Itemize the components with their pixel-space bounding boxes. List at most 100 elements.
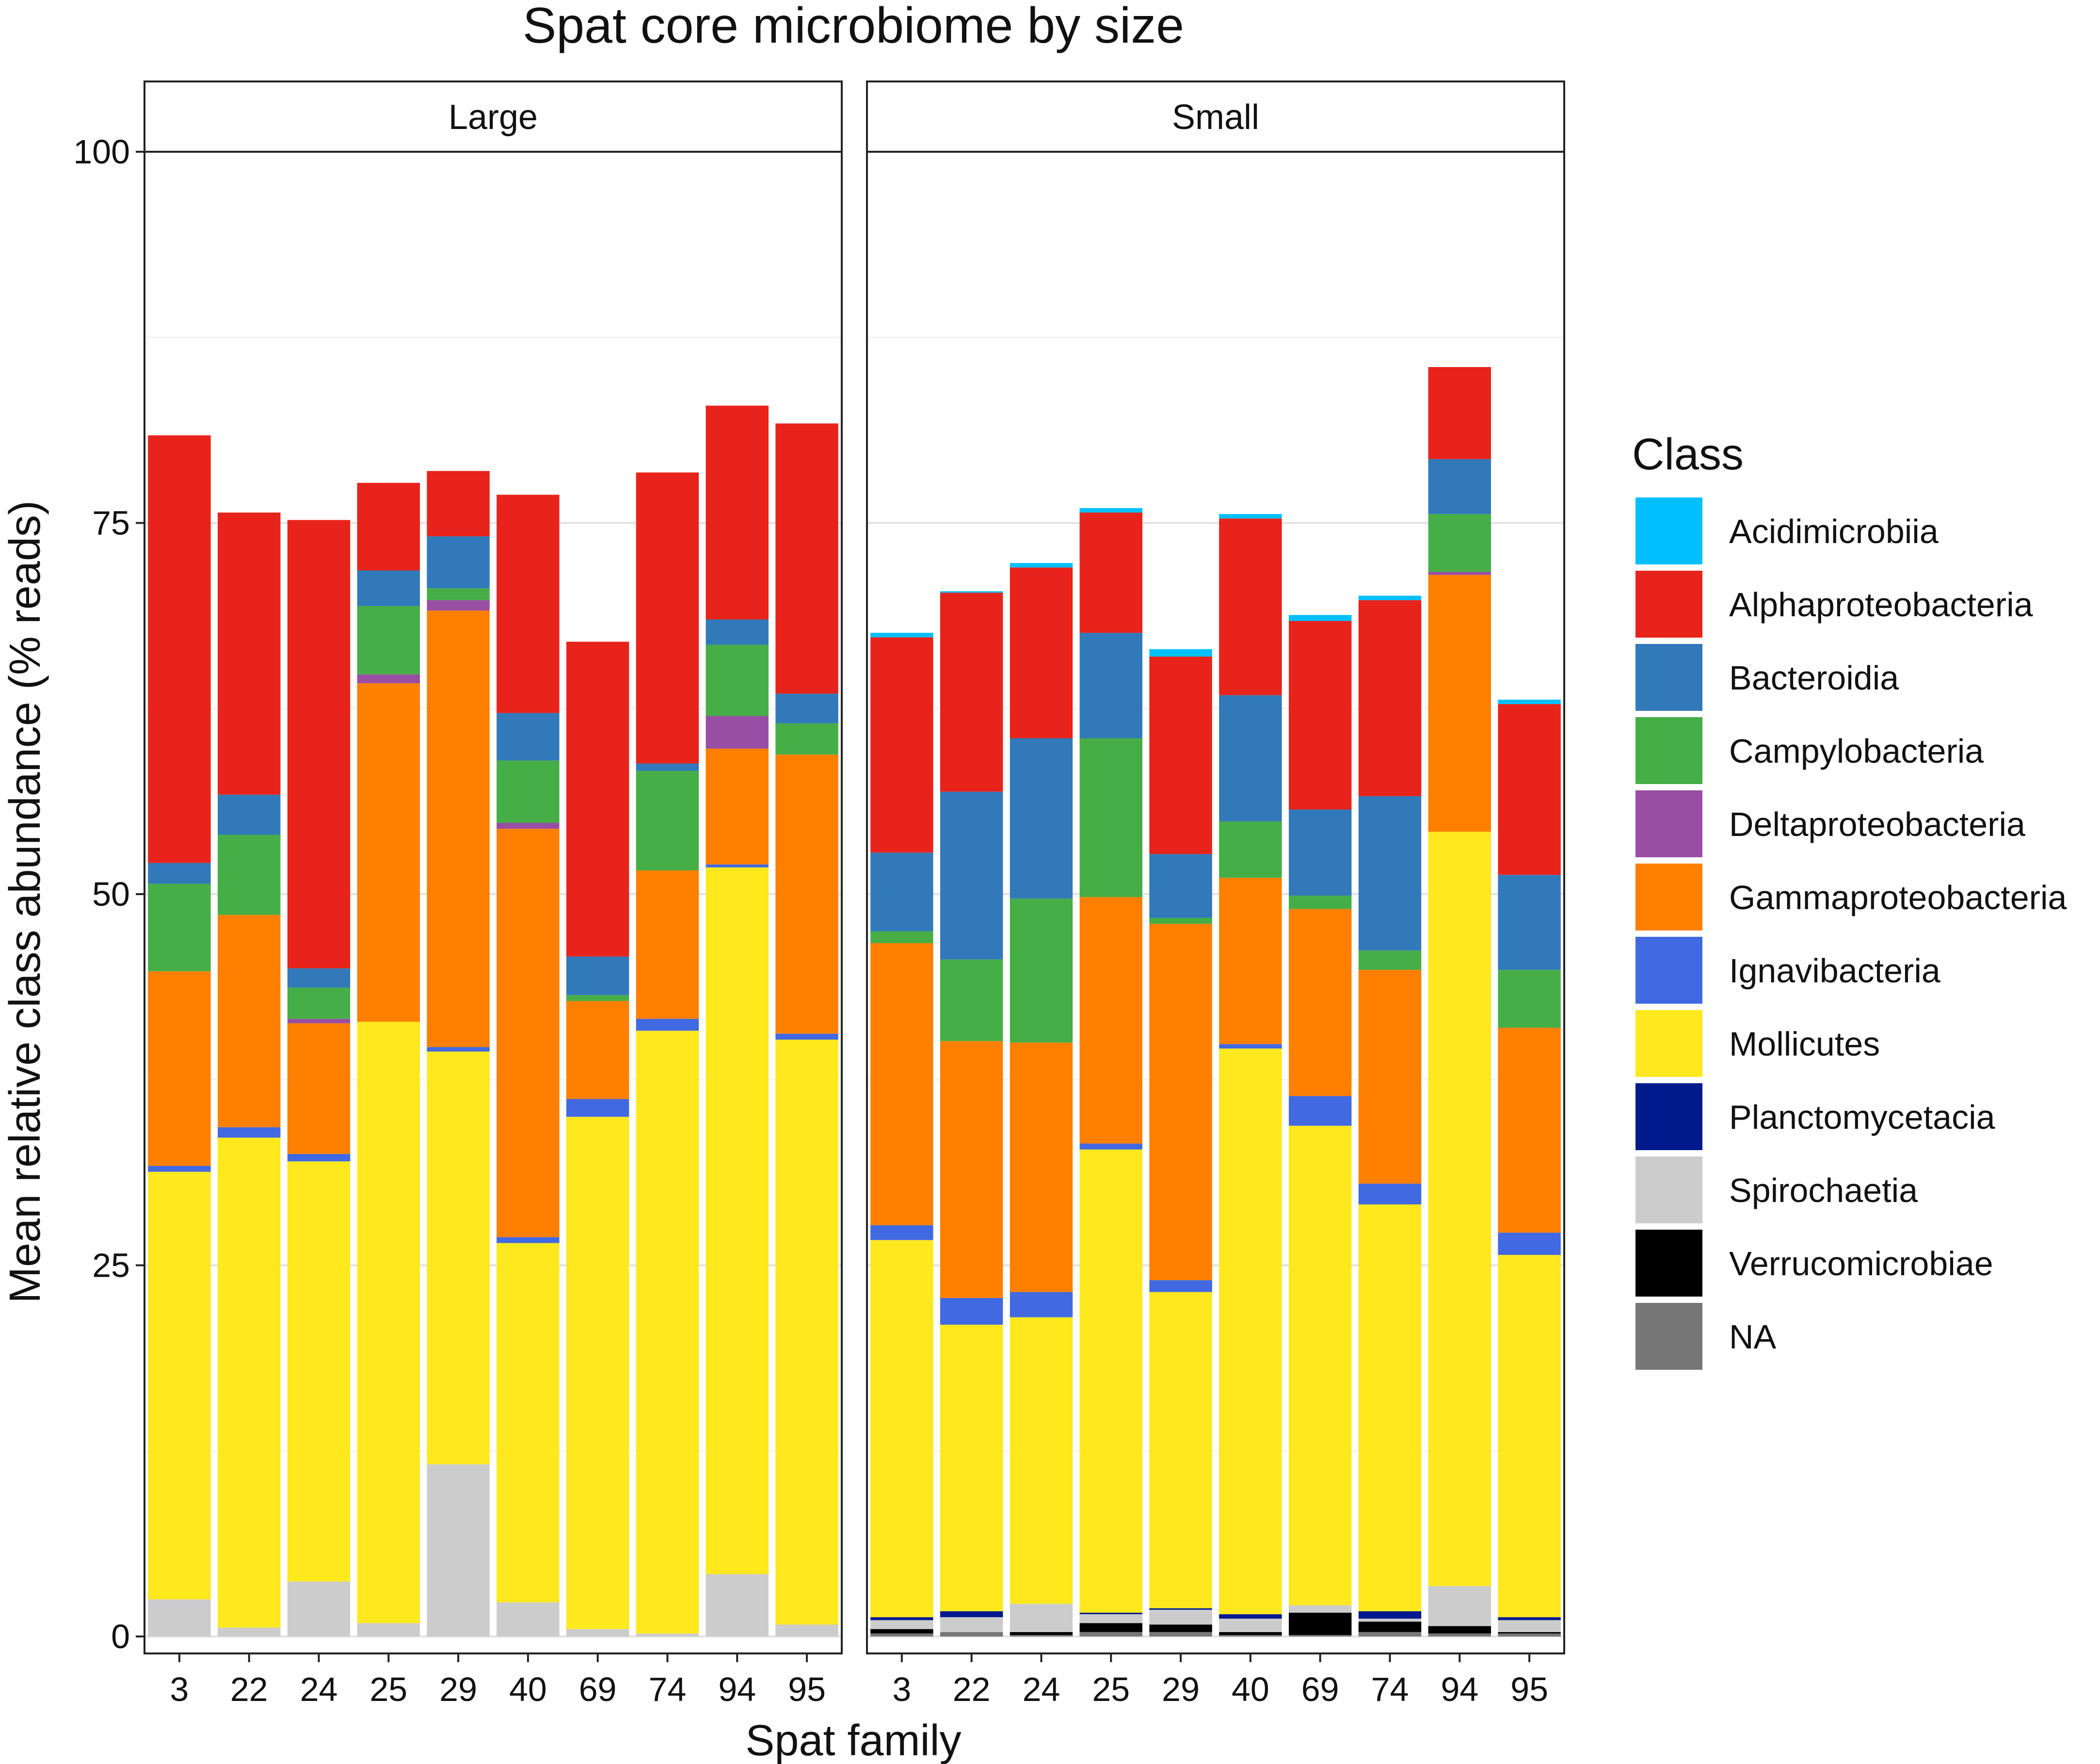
bar-small-3-bacteroidia (870, 852, 933, 931)
bar-small-40-campylobacteria (1219, 821, 1282, 878)
bar-large-74-campylobacteria (636, 770, 699, 871)
bar-small-40-acidimicrobiia (1219, 514, 1282, 519)
bar-small-25-bacteroidia (1079, 633, 1143, 738)
legend-key-ignavibacteria (1635, 937, 1702, 1004)
legend-key-verrucomicrobiae (1635, 1230, 1702, 1297)
bar-small-3-ignavibacteria (870, 1225, 933, 1240)
bar-small-22-bacteroidia (940, 791, 1003, 960)
bar-large-94-alphaproteobacteria (705, 405, 769, 620)
legend-label: Planctomycetacia (1729, 1098, 1995, 1136)
bar-small-95-acidimicrobiia (1498, 699, 1561, 705)
bar-large-40-bacteroidia (497, 713, 560, 761)
bar-small-29-alphaproteobacteria (1149, 657, 1212, 854)
legend-key-acidimicrobiia (1635, 497, 1702, 564)
bar-large-3-campylobacteria (148, 883, 211, 972)
x-tick-label: 24 (300, 1670, 338, 1708)
bar-large-25-spirochaetia (357, 1623, 420, 1636)
panel-small-border (866, 151, 1565, 1654)
x-tick-label: 29 (439, 1670, 477, 1708)
bar-small-95-verrucomicrobiae (1498, 1632, 1561, 1634)
bar-large-25-alphaproteobacteria (357, 482, 420, 571)
x-axis-title: Spat family (745, 1716, 961, 1764)
bar-small-40-planctomycetacia (1219, 1614, 1282, 1619)
bar-large-40-gammaproteobacteria (497, 829, 560, 1237)
legend-label: Mollicutes (1729, 1025, 1880, 1063)
bar-small-25-planctomycetacia (1079, 1613, 1143, 1615)
x-tick-label: 74 (1371, 1670, 1409, 1708)
bar-small-74-alphaproteobacteria (1358, 600, 1422, 796)
bar-large-69-alphaproteobacteria (566, 641, 629, 957)
bar-small-94-gammaproteobacteria (1428, 575, 1491, 832)
bar-small-25-verrucomicrobiae (1079, 1623, 1143, 1632)
bar-small-69-na (1288, 1635, 1352, 1636)
x-tick-label: 40 (509, 1670, 547, 1708)
bar-small-24-campylobacteria (1010, 898, 1073, 1043)
bar-small-3-na (870, 1633, 933, 1636)
bar-large-94-campylobacteria (705, 644, 769, 716)
bar-small-94-spirochaetia (1428, 1586, 1491, 1626)
legend-label: Bacteroidia (1729, 659, 1899, 697)
bar-large-25-deltaproteobacteria (357, 674, 420, 684)
bar-small-94-mollicutes (1428, 832, 1491, 1586)
bar-small-74-bacteroidia (1358, 796, 1422, 951)
bar-large-95-gammaproteobacteria (775, 754, 838, 1034)
bar-large-69-ignavibacteria (566, 1099, 629, 1117)
bar-large-29-alphaproteobacteria (427, 471, 490, 537)
bar-small-94-campylobacteria (1428, 514, 1491, 572)
bar-small-94-bacteroidia (1428, 459, 1491, 514)
bar-small-22-acidimicrobiia (940, 591, 1003, 593)
bar-large-3-alphaproteobacteria (148, 435, 211, 863)
bar-large-94-ignavibacteria (705, 864, 769, 867)
bar-large-74-bacteroidia (636, 763, 699, 771)
bar-small-24-spirochaetia (1010, 1604, 1073, 1632)
bar-small-24-verrucomicrobiae (1010, 1632, 1073, 1635)
bar-small-74-planctomycetacia (1358, 1611, 1422, 1619)
legend-key-mollicutes (1635, 1010, 1702, 1077)
bar-small-95-campylobacteria (1498, 970, 1561, 1028)
bar-small-29-verrucomicrobiae (1149, 1624, 1212, 1632)
bar-small-22-ignavibacteria (940, 1298, 1003, 1325)
bar-small-69-campylobacteria (1288, 896, 1352, 909)
bar-large-95-campylobacteria (775, 723, 838, 755)
bar-small-40-gammaproteobacteria (1219, 878, 1282, 1044)
x-tick-label: 24 (1023, 1670, 1060, 1708)
legend-key-campylobacteria (1635, 717, 1702, 784)
bar-small-29-mollicutes (1149, 1292, 1212, 1608)
bar-large-29-ignavibacteria (427, 1047, 490, 1052)
bar-large-24-spirochaetia (287, 1581, 351, 1636)
legend-label: Gammaproteobacteria (1729, 879, 2067, 916)
bar-large-74-gammaproteobacteria (636, 870, 699, 1019)
x-tick-label: 22 (953, 1670, 991, 1708)
legend-label: Acidimicrobiia (1729, 513, 1939, 550)
bar-small-3-gammaproteobacteria (870, 943, 933, 1225)
bar-large-24-deltaproteobacteria (287, 1019, 351, 1024)
bar-large-95-ignavibacteria (775, 1033, 838, 1040)
bar-small-40-spirochaetia (1219, 1619, 1282, 1632)
bar-small-29-planctomycetacia (1149, 1608, 1212, 1610)
bar-small-94-deltaproteobacteria (1428, 572, 1491, 575)
bar-small-40-bacteroidia (1219, 695, 1282, 821)
y-tick-label: 25 (92, 1247, 130, 1284)
x-tick-label: 95 (1510, 1670, 1548, 1708)
bar-large-24-bacteroidia (287, 968, 351, 988)
legend-label: Ignavibacteria (1729, 952, 1940, 990)
bar-large-69-gammaproteobacteria (566, 1001, 629, 1099)
x-tick-label: 69 (1301, 1670, 1339, 1708)
bar-large-25-gammaproteobacteria (357, 683, 420, 1022)
bar-small-94-alphaproteobacteria (1428, 367, 1491, 459)
legend-label: Campylobacteria (1729, 732, 1984, 770)
bar-large-3-mollicutes (148, 1171, 211, 1600)
bar-small-95-mollicutes (1498, 1255, 1561, 1618)
x-tick-label: 3 (170, 1670, 189, 1708)
panel-small: Small 3 22 24 25 29 40 69 74 94 95 (866, 80, 1565, 1708)
bar-large-95-spirochaetia (775, 1624, 838, 1636)
bar-small-3-spirochaetia (870, 1620, 933, 1629)
bar-large-22-gammaproteobacteria (217, 914, 281, 1127)
x-tick-label: 94 (718, 1670, 756, 1708)
bar-small-69-gammaproteobacteria (1288, 909, 1352, 1096)
bar-small-25-ignavibacteria (1079, 1143, 1143, 1150)
bar-small-3-verrucomicrobiae (870, 1629, 933, 1634)
bar-large-40-spirochaetia (497, 1602, 560, 1636)
bar-small-22-spirochaetia (940, 1617, 1003, 1632)
bar-large-3-bacteroidia (148, 863, 211, 884)
